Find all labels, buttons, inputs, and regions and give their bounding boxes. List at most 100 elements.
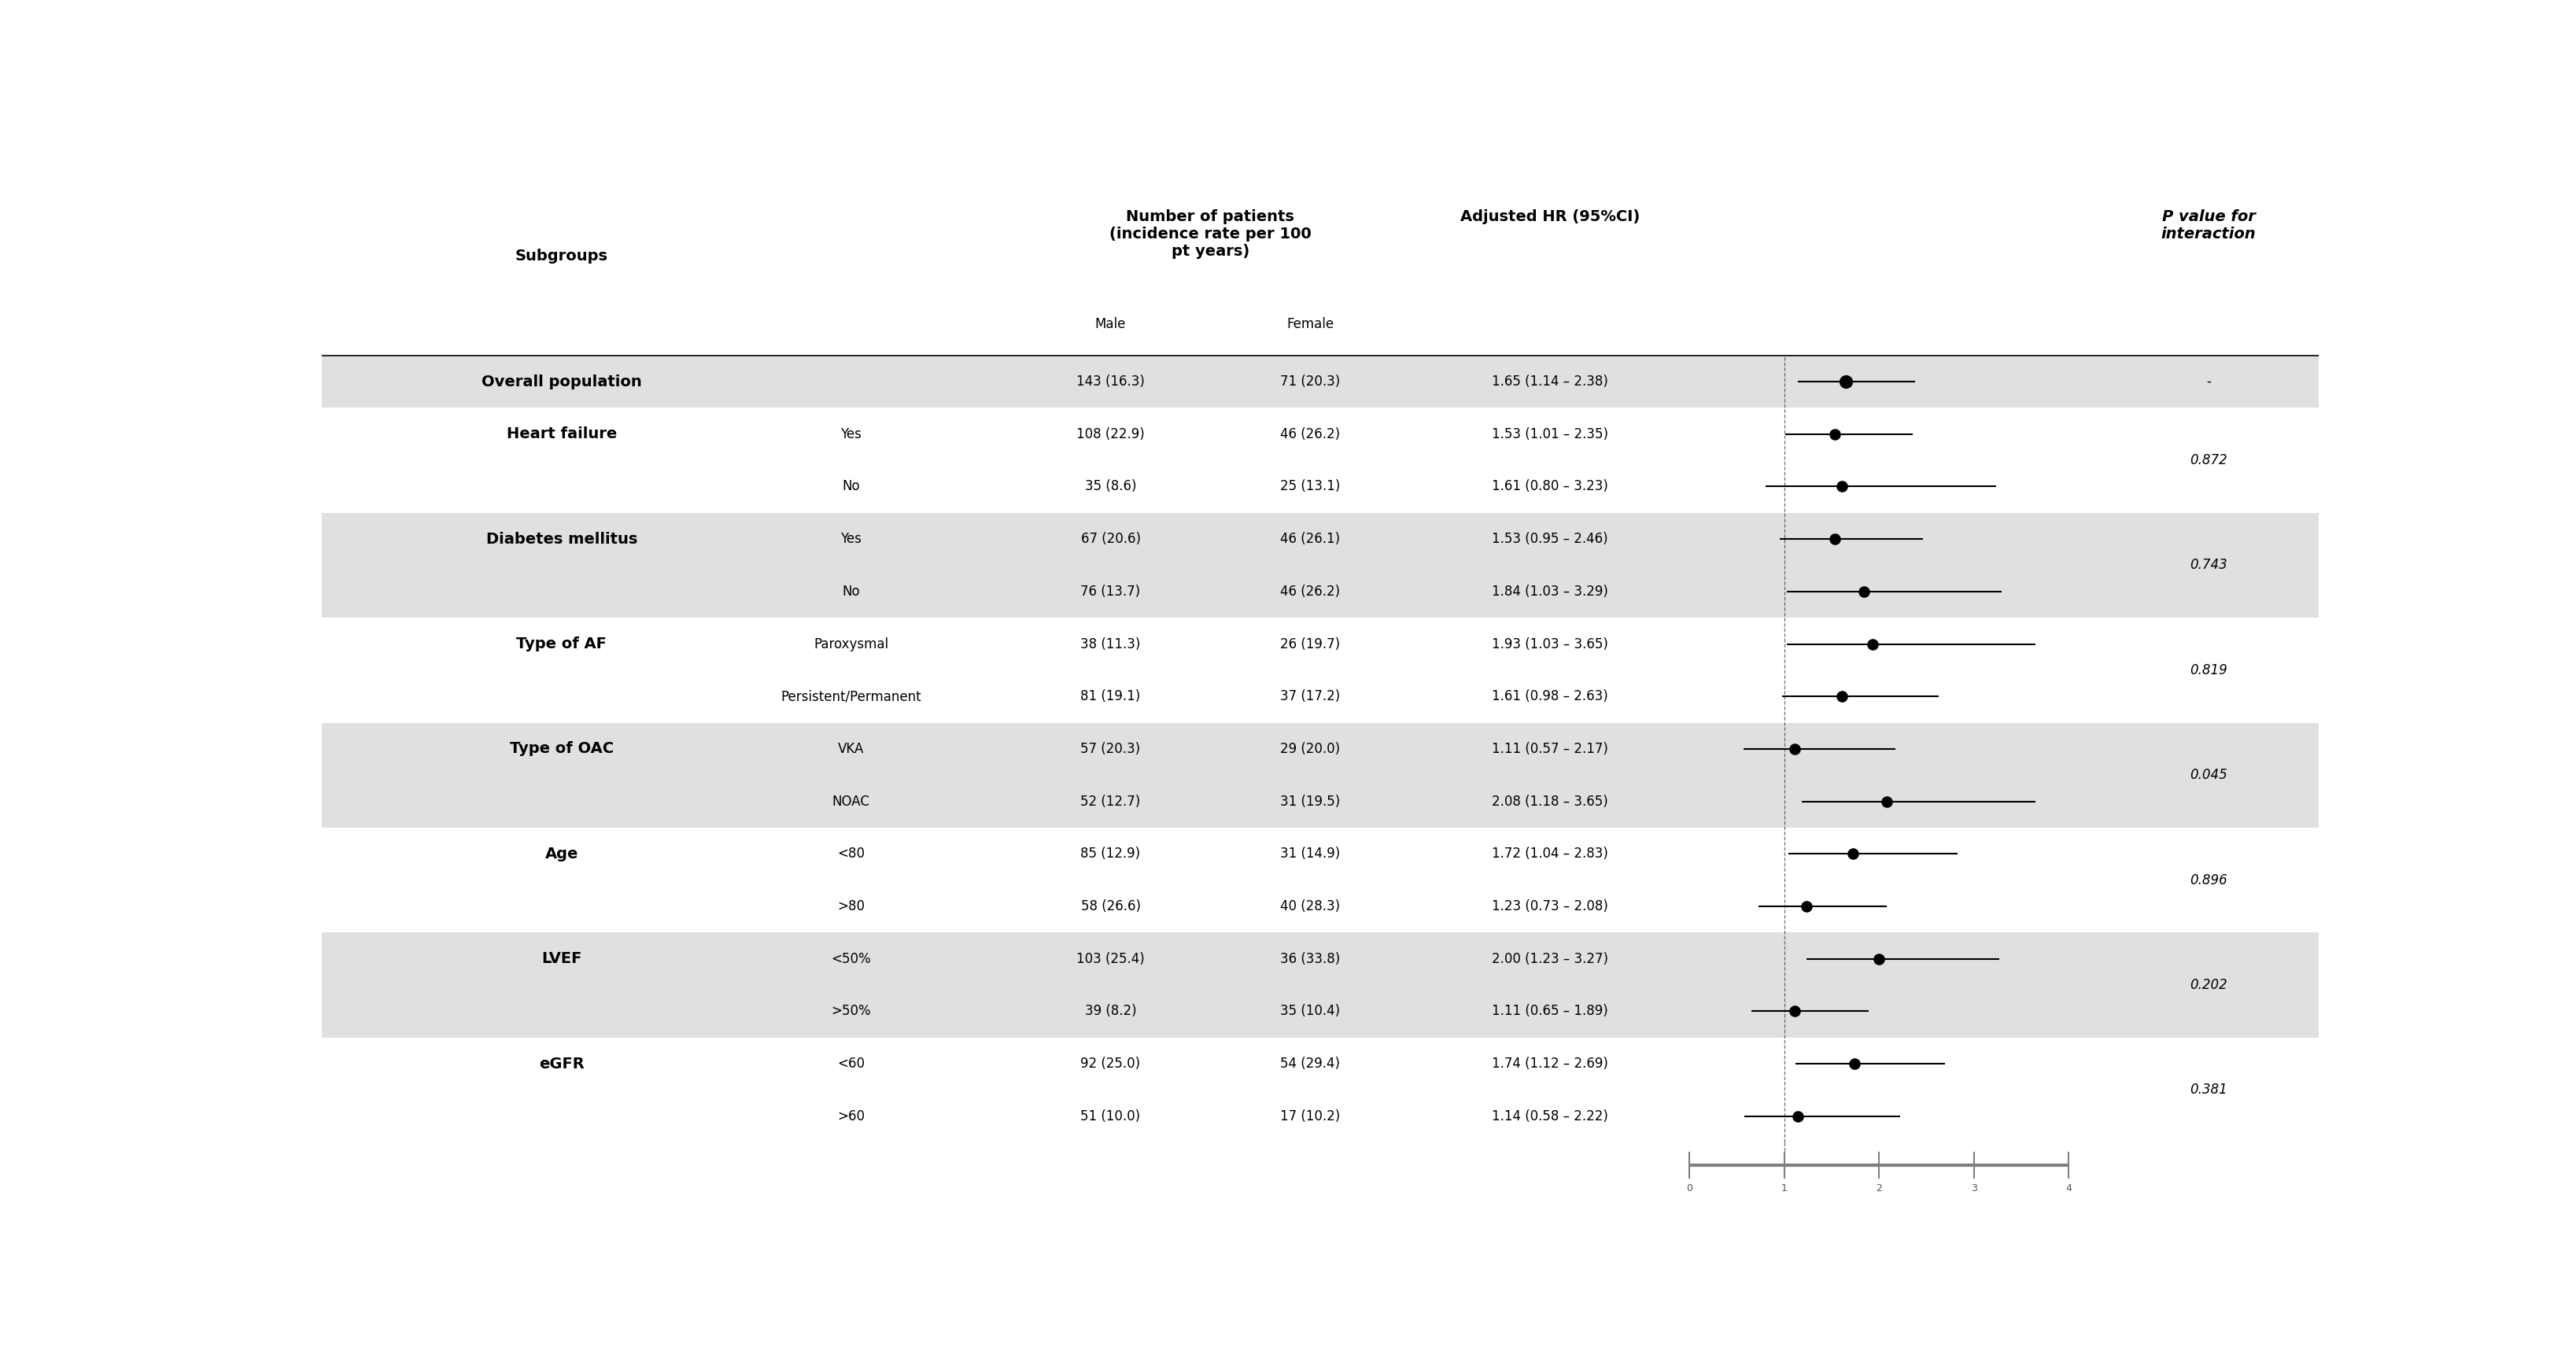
Text: Adjusted HR (95%CI): Adjusted HR (95%CI): [1461, 210, 1638, 225]
Text: Diabetes mellitus: Diabetes mellitus: [487, 532, 636, 547]
Point: [1834, 1053, 1875, 1075]
Point: [1814, 424, 1855, 445]
Text: Type of OAC: Type of OAC: [510, 742, 613, 757]
Text: 85 (12.9): 85 (12.9): [1079, 846, 1141, 861]
Text: 0: 0: [1687, 1183, 1692, 1193]
Text: eGFR: eGFR: [538, 1056, 585, 1071]
Text: 51 (10.0): 51 (10.0): [1079, 1109, 1141, 1124]
Point: [1852, 634, 1893, 655]
Text: 1.61 (0.80 – 3.23): 1.61 (0.80 – 3.23): [1492, 479, 1607, 494]
Text: Subgroups: Subgroups: [515, 249, 608, 264]
Text: 0.381: 0.381: [2190, 1083, 2228, 1097]
Text: 46 (26.2): 46 (26.2): [1280, 427, 1340, 441]
Text: 1.72 (1.04 – 2.83): 1.72 (1.04 – 2.83): [1492, 846, 1607, 861]
FancyBboxPatch shape: [322, 986, 2318, 1037]
Text: 1.84 (1.03 – 3.29): 1.84 (1.03 – 3.29): [1492, 585, 1607, 598]
Point: [1814, 528, 1855, 550]
Text: <60: <60: [837, 1056, 866, 1071]
Text: 25 (13.1): 25 (13.1): [1280, 479, 1340, 494]
Text: LVEF: LVEF: [541, 952, 582, 967]
Text: Male: Male: [1095, 317, 1126, 332]
Text: 1.53 (0.95 – 2.46): 1.53 (0.95 – 2.46): [1492, 532, 1607, 546]
Text: 1.65 (1.14 – 2.38): 1.65 (1.14 – 2.38): [1492, 375, 1607, 389]
Text: 1.11 (0.65 – 1.89): 1.11 (0.65 – 1.89): [1492, 1005, 1607, 1018]
Text: 1.11 (0.57 – 2.17): 1.11 (0.57 – 2.17): [1492, 742, 1607, 756]
Point: [1857, 948, 1899, 969]
FancyBboxPatch shape: [322, 355, 2318, 408]
FancyBboxPatch shape: [322, 723, 2318, 776]
Point: [1777, 1105, 1819, 1127]
Text: 35 (8.6): 35 (8.6): [1084, 479, 1136, 494]
Text: 1.93 (1.03 – 3.65): 1.93 (1.03 – 3.65): [1492, 636, 1607, 651]
Text: 2: 2: [1875, 1183, 1883, 1193]
FancyBboxPatch shape: [322, 776, 2318, 827]
Text: 103 (25.4): 103 (25.4): [1077, 952, 1144, 965]
Text: No: No: [842, 479, 860, 494]
Text: 3: 3: [1971, 1183, 1978, 1193]
Text: 81 (19.1): 81 (19.1): [1079, 689, 1141, 704]
Text: 31 (14.9): 31 (14.9): [1280, 846, 1340, 861]
Text: 0.872: 0.872: [2190, 454, 2228, 467]
Point: [1832, 844, 1873, 865]
Text: >80: >80: [837, 899, 866, 914]
Text: 36 (33.8): 36 (33.8): [1280, 952, 1340, 965]
Text: 0.045: 0.045: [2190, 768, 2228, 783]
Text: -: -: [2205, 375, 2210, 389]
Text: 39 (8.2): 39 (8.2): [1084, 1005, 1136, 1018]
Text: 58 (26.6): 58 (26.6): [1082, 899, 1141, 914]
Text: 108 (22.9): 108 (22.9): [1077, 427, 1144, 441]
Text: 92 (25.0): 92 (25.0): [1079, 1056, 1141, 1071]
Text: Heart failure: Heart failure: [507, 427, 616, 441]
Text: P value for
interaction: P value for interaction: [2161, 210, 2257, 241]
Text: Yes: Yes: [840, 427, 860, 441]
Text: 2.08 (1.18 – 3.65): 2.08 (1.18 – 3.65): [1492, 795, 1607, 808]
Text: Age: Age: [546, 846, 577, 861]
Text: 54 (29.4): 54 (29.4): [1280, 1056, 1340, 1071]
Text: Persistent/Permanent: Persistent/Permanent: [781, 689, 922, 704]
Text: 2.00 (1.23 – 3.27): 2.00 (1.23 – 3.27): [1492, 952, 1607, 965]
Text: 1.53 (1.01 – 2.35): 1.53 (1.01 – 2.35): [1492, 427, 1607, 441]
Text: 71 (20.3): 71 (20.3): [1280, 375, 1340, 389]
FancyBboxPatch shape: [322, 513, 2318, 565]
Text: 1.14 (0.58 – 2.22): 1.14 (0.58 – 2.22): [1492, 1109, 1607, 1124]
Text: 76 (13.7): 76 (13.7): [1079, 585, 1141, 598]
Text: Overall population: Overall population: [482, 374, 641, 389]
Point: [1775, 1001, 1816, 1022]
Text: NOAC: NOAC: [832, 795, 871, 808]
Text: <80: <80: [837, 846, 866, 861]
Text: 31 (19.5): 31 (19.5): [1280, 795, 1340, 808]
Text: >60: >60: [837, 1109, 866, 1124]
Text: 26 (19.7): 26 (19.7): [1280, 636, 1340, 651]
Text: 46 (26.2): 46 (26.2): [1280, 585, 1340, 598]
Point: [1865, 791, 1906, 812]
Text: 38 (11.3): 38 (11.3): [1079, 636, 1141, 651]
Text: 52 (12.7): 52 (12.7): [1079, 795, 1141, 808]
FancyBboxPatch shape: [322, 565, 2318, 617]
Text: No: No: [842, 585, 860, 598]
Text: 17 (10.2): 17 (10.2): [1280, 1109, 1340, 1124]
Text: Number of patients
(incidence rate per 100
pt years): Number of patients (incidence rate per 1…: [1110, 210, 1311, 259]
Text: 143 (16.3): 143 (16.3): [1077, 375, 1144, 389]
Text: Type of AF: Type of AF: [515, 636, 608, 651]
Text: Paroxysmal: Paroxysmal: [814, 636, 889, 651]
Text: 0.743: 0.743: [2190, 558, 2228, 573]
Text: 1: 1: [1780, 1183, 1788, 1193]
Point: [1844, 581, 1886, 603]
Point: [1785, 895, 1826, 917]
Point: [1826, 371, 1868, 393]
Text: 1.23 (0.73 – 2.08): 1.23 (0.73 – 2.08): [1492, 899, 1607, 914]
Point: [1775, 738, 1816, 760]
Point: [1821, 475, 1862, 497]
Text: Female: Female: [1285, 317, 1334, 332]
Text: 35 (10.4): 35 (10.4): [1280, 1005, 1340, 1018]
Text: 40 (28.3): 40 (28.3): [1280, 899, 1340, 914]
Text: 0.202: 0.202: [2190, 978, 2228, 992]
Text: 46 (26.1): 46 (26.1): [1280, 532, 1340, 546]
Text: 57 (20.3): 57 (20.3): [1079, 742, 1141, 756]
Text: 1.74 (1.12 – 2.69): 1.74 (1.12 – 2.69): [1492, 1056, 1607, 1071]
Text: VKA: VKA: [837, 742, 863, 756]
Text: >50%: >50%: [832, 1005, 871, 1018]
Text: 67 (20.6): 67 (20.6): [1082, 532, 1141, 546]
Text: 0.896: 0.896: [2190, 873, 2228, 887]
Text: 1.61 (0.98 – 2.63): 1.61 (0.98 – 2.63): [1492, 689, 1607, 704]
